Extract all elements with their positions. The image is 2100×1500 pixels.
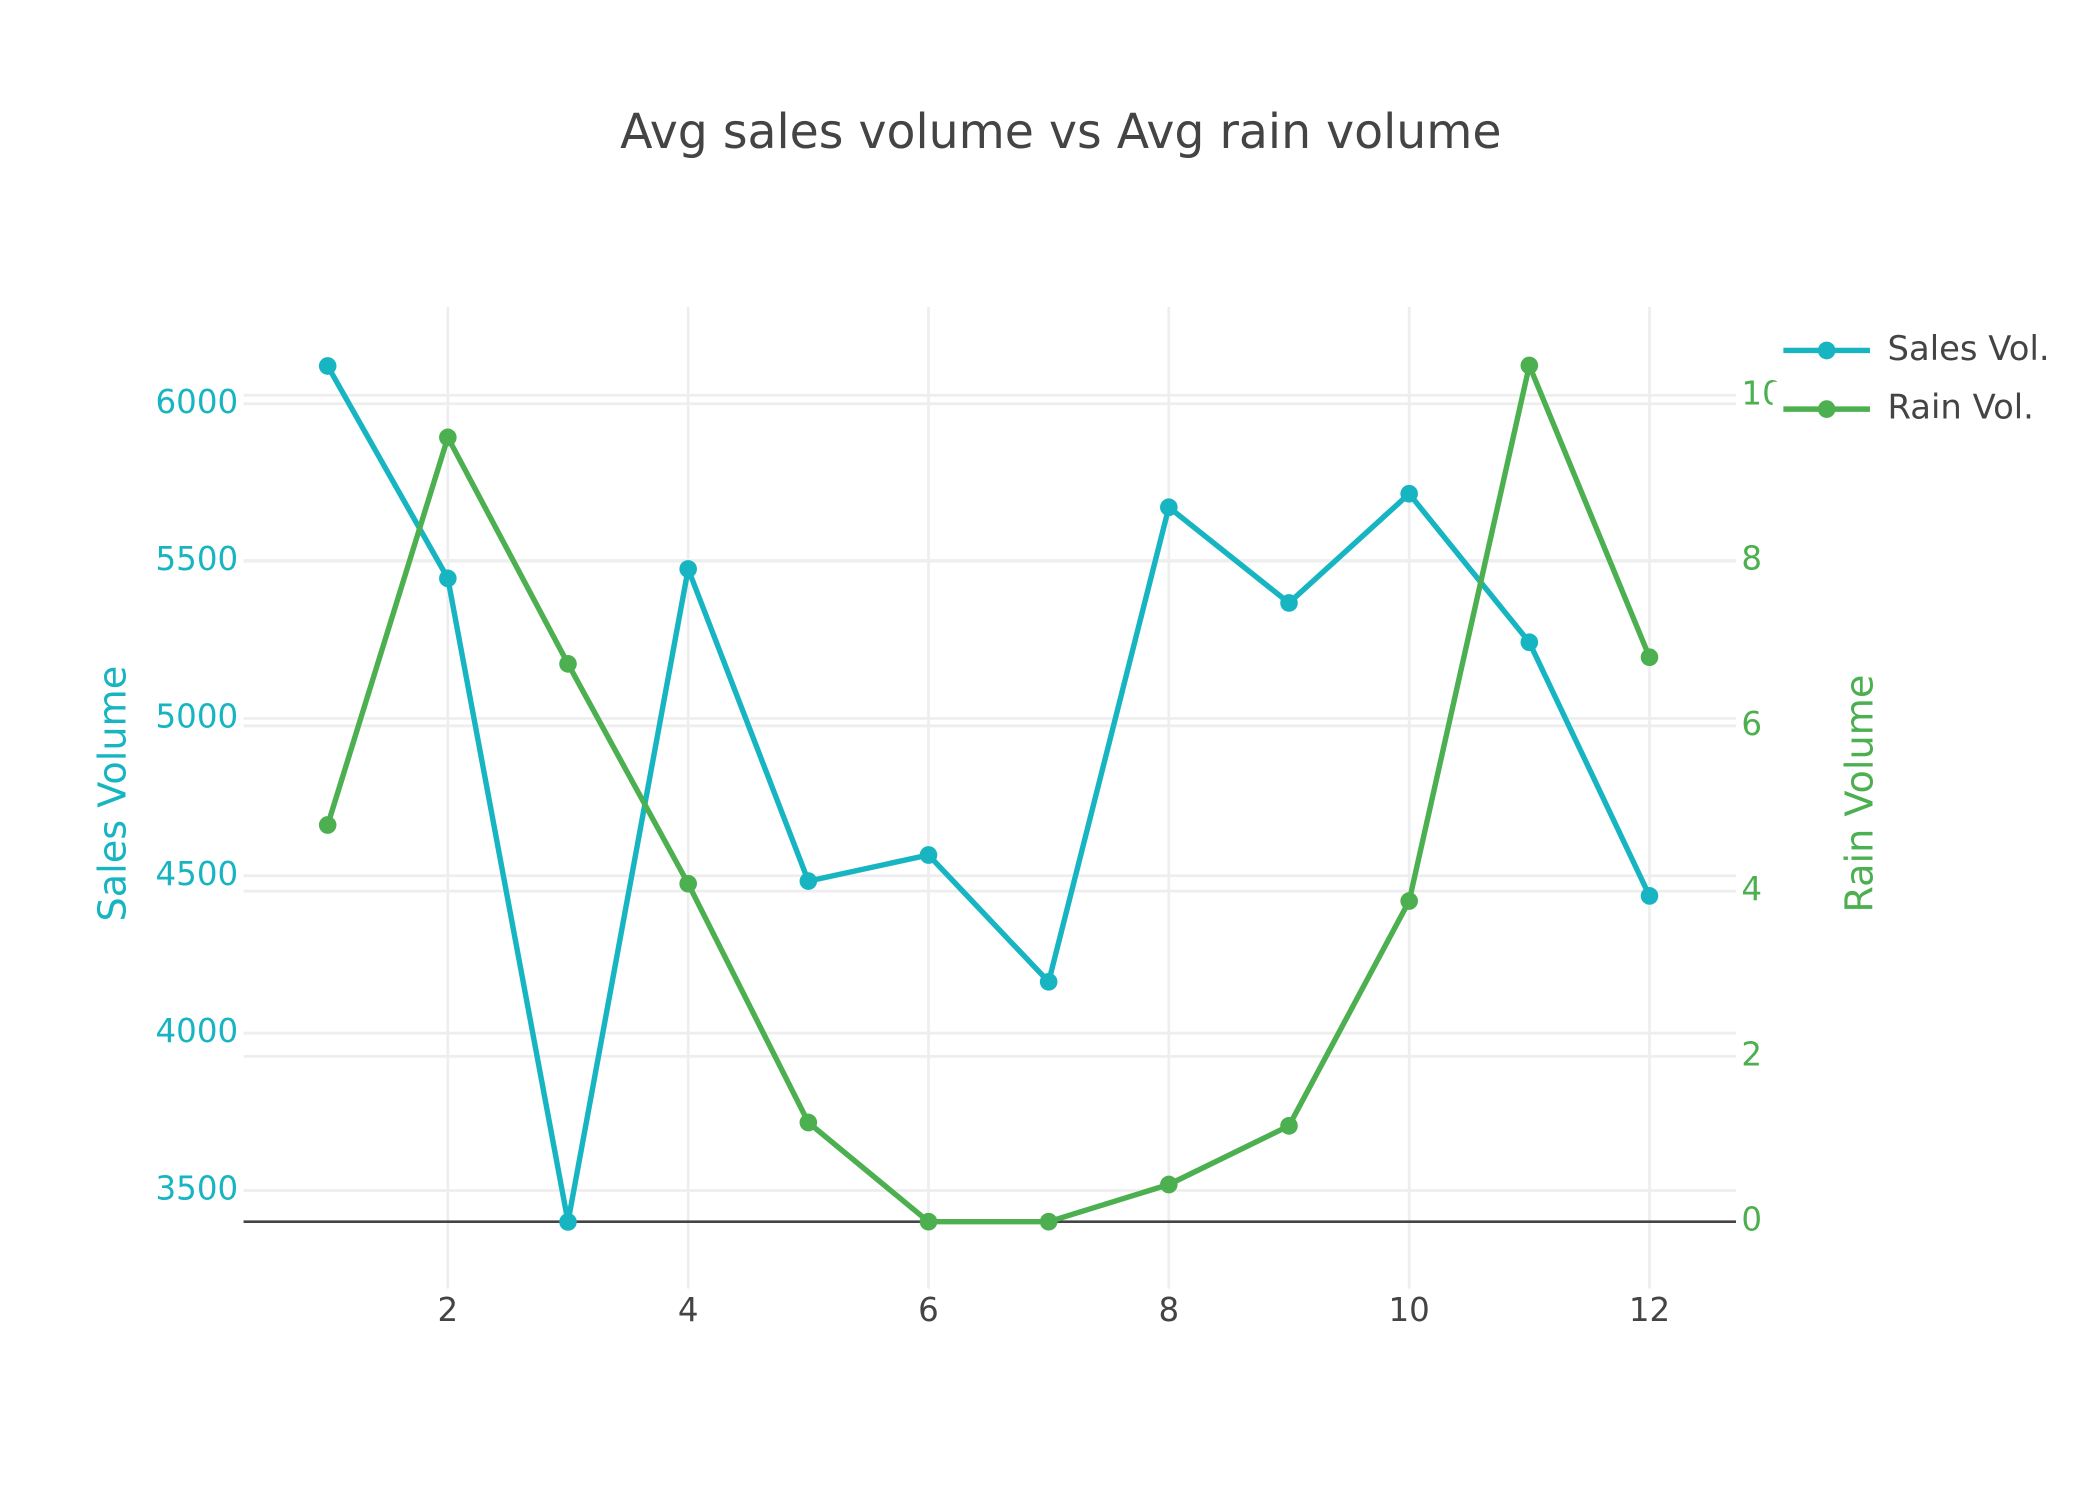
y-axis-title: Sales Volume	[91, 666, 135, 922]
y2-tick-label: 4	[1741, 870, 1762, 908]
y2-tick-label: 6	[1741, 705, 1762, 743]
y-tick-label: 4000	[156, 1012, 239, 1050]
series-line	[325, 362, 1652, 1225]
data-point	[679, 560, 697, 578]
legend-label: Sales Vol.	[1888, 329, 2050, 369]
data-point	[1640, 648, 1659, 667]
x-tick-label: 6	[918, 1291, 939, 1329]
y-tick-label: 6000	[156, 383, 239, 421]
data-point	[679, 874, 697, 893]
data-point	[1520, 356, 1539, 375]
y-tick-label: 5000	[156, 697, 239, 735]
data-point	[919, 846, 938, 864]
x-tick-label: 12	[1629, 1291, 1670, 1329]
data-point	[799, 1113, 818, 1132]
legend-marker	[1817, 341, 1836, 360]
data-point	[1280, 1116, 1298, 1135]
data-point	[318, 816, 337, 834]
legend: Sales Vol. Rain Vol.	[1772, 323, 2084, 437]
data-point	[559, 654, 577, 673]
y-tick-label: 4500	[156, 855, 239, 893]
x-tick-label: 8	[1159, 1291, 1180, 1329]
data-point	[1520, 633, 1539, 652]
y2-tick-label: 0	[1741, 1201, 1762, 1239]
data-point	[1039, 972, 1058, 991]
x-tick-label: 2	[438, 1291, 459, 1329]
series-line	[325, 364, 1652, 1225]
x-tick-label: 4	[678, 1291, 699, 1329]
data-point	[439, 569, 457, 588]
y-tick-label: 3500	[156, 1169, 239, 1207]
legend-marker	[1817, 400, 1836, 418]
data-point	[799, 872, 818, 890]
chart-title: Avg sales volume vs Avg rain volume	[620, 105, 1501, 160]
data-point	[1640, 887, 1659, 905]
y2-tick-label: 2	[1741, 1035, 1762, 1073]
x-tick-label: 10	[1389, 1291, 1430, 1329]
data-point	[559, 1213, 577, 1231]
data-point	[1400, 892, 1418, 910]
data-point	[1160, 498, 1178, 517]
y-tick-label: 5500	[156, 540, 239, 578]
data-point	[439, 428, 457, 447]
y2-tick-label: 8	[1741, 539, 1762, 577]
legend-label: Rain Vol.	[1888, 388, 2034, 428]
y2-axis-title: Rain Volume	[1837, 675, 1881, 913]
data-point	[1160, 1175, 1178, 1194]
data-point	[1400, 484, 1418, 503]
data-point	[318, 357, 337, 375]
data-point	[919, 1212, 938, 1231]
data-point	[1039, 1212, 1058, 1231]
data-point	[1280, 594, 1298, 612]
